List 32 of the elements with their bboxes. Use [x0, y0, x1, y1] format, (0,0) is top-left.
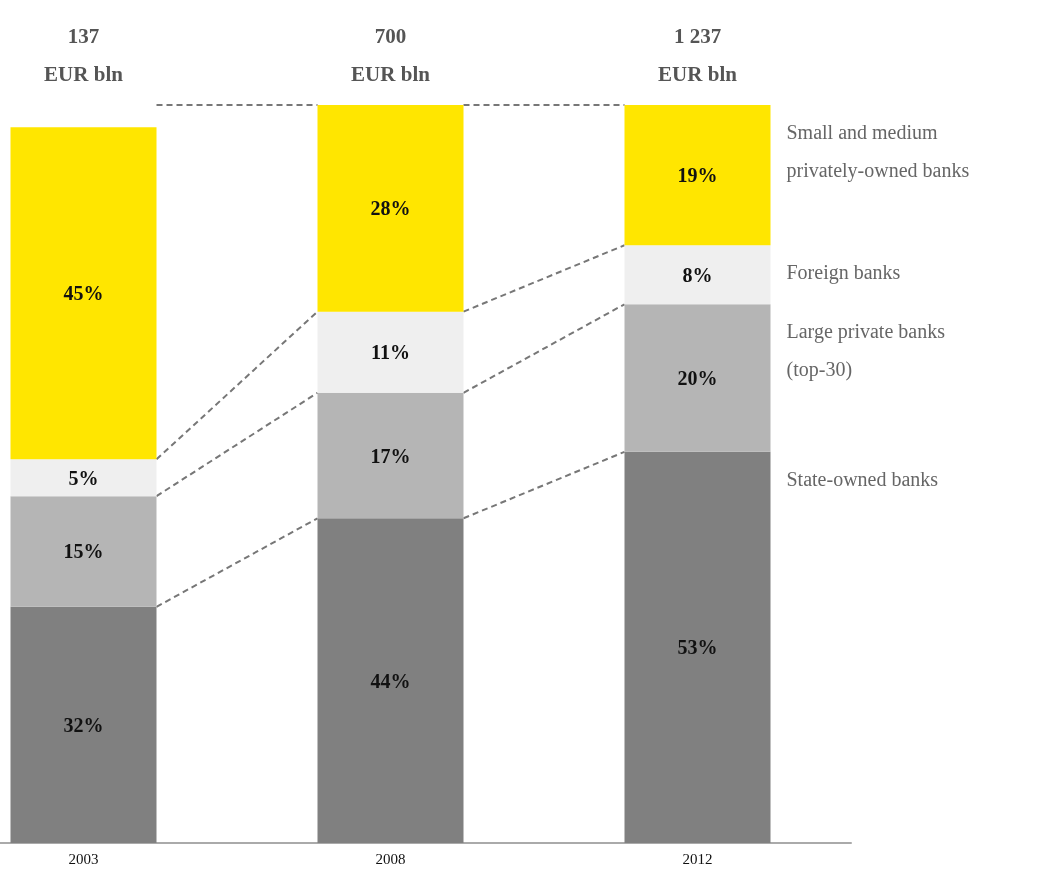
bar — [317, 311, 464, 393]
text: 700 EUR bln — [351, 24, 431, 86]
series-label: Foreign banks — [786, 261, 901, 285]
series-label: Small and medium privately-owned banks — [786, 121, 970, 182]
bar — [10, 496, 157, 607]
bar — [624, 105, 771, 246]
data-label: 32% — [63, 713, 104, 736]
x-tick-label: 2012 — [682, 850, 713, 867]
series-label: State-owned banks — [786, 467, 939, 490]
data-label: 28% — [370, 197, 411, 220]
text: 1 237 EUR bln — [658, 24, 738, 86]
data-label: 20% — [677, 367, 718, 390]
series-label: Large private banks (top-30) — [786, 320, 950, 382]
bar — [624, 304, 771, 452]
data-label: 17% — [370, 444, 411, 467]
bar — [317, 105, 464, 312]
data-label: 5% — [68, 466, 99, 489]
bar — [10, 459, 157, 497]
data-label: 11% — [371, 341, 410, 364]
data-label: 15% — [63, 540, 104, 563]
x-tick-label: 2008 — [375, 850, 406, 867]
x-tick-label: 2003 — [68, 850, 99, 867]
data-label: 45% — [63, 282, 104, 305]
bar — [317, 392, 464, 519]
data-label: 44% — [370, 669, 411, 692]
data-label: 19% — [677, 164, 718, 187]
bar — [10, 606, 157, 843]
text: 137 EUR bln — [44, 24, 124, 86]
data-label: 8% — [682, 263, 713, 286]
bar — [10, 127, 157, 460]
bar — [624, 245, 771, 305]
data-label: 53% — [677, 636, 718, 659]
